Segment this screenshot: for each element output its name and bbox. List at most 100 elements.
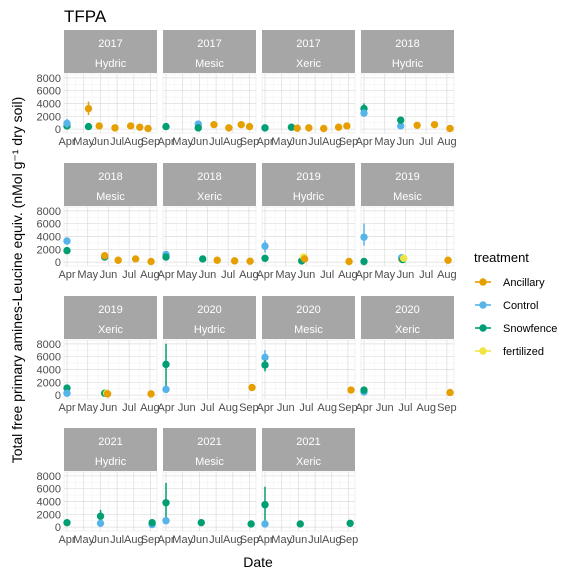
data-point [237,120,245,129]
x-tick-label: Apr [58,534,75,546]
x-tick-label: Jun [290,136,308,148]
y-tick-label: 0 [55,522,61,534]
data-point [162,122,170,131]
strip-site-label: Xeric [98,324,124,336]
data-point [334,123,343,131]
x-tick-label: May [172,136,193,148]
facet-panel: 2018 Hydric Apr May Jun Jul Aug [355,30,457,148]
strip-site-label: Mesic [393,191,422,203]
data-point [84,122,93,131]
x-tick-label: Apr [157,269,174,281]
x-tick-label: Sep [437,402,457,414]
strip-year-label: 2021 [98,436,122,448]
data-point [343,122,351,130]
x-tick-label: Jul [122,269,136,281]
data-point [399,254,408,263]
data-point [397,122,405,130]
x-tick-label: Aug [223,136,243,148]
x-tick-label: Jul [110,534,124,546]
x-tick-label: Apr [157,402,174,414]
x-tick-label: May [77,269,98,281]
data-point [63,518,71,527]
data-point [199,255,207,263]
data-point [210,120,218,129]
y-tick-label: 0 [55,124,61,136]
legend-label: Snowfence [503,323,557,335]
y-tick-label: 4000 [37,232,61,244]
data-point [360,233,368,241]
strip-site-label: Xeric [296,58,322,70]
strip-site-label: Hydric [392,58,424,70]
x-tick-label: Aug [140,402,160,414]
facet-strip [262,296,355,339]
x-tick-label: Sep [339,136,359,148]
data-point [131,255,140,263]
data-point [63,119,71,128]
x-tick-label: Jun [397,269,415,281]
data-point [261,353,269,362]
data-point [320,124,328,133]
data-point [287,123,296,131]
facet-panel: 2019 Mesic Apr May Jun Jul Aug [355,163,457,281]
x-tick-label: Jul [308,136,322,148]
strip-year-label: 2020 [296,304,320,316]
facet-strip [64,428,157,471]
facet-strip [64,296,157,339]
x-tick-label: Aug [437,269,457,281]
facet-strip [163,428,256,471]
data-point [63,246,71,255]
strip-year-label: 2019 [98,304,122,316]
data-point [261,361,269,369]
x-tick-label: Apr [157,136,174,148]
data-point [194,124,202,132]
facet-strip [361,163,454,206]
facet-panel: 2020 Mesic Apr Jun Jul Aug Sep [256,296,358,414]
facet-strip [163,163,256,206]
x-tick-label: Aug [124,136,144,148]
x-tick-label: Jun [100,269,118,281]
x-tick-label: Sep [239,402,259,414]
data-point [345,257,353,266]
legend-key-point [479,324,487,332]
x-tick-label: May [176,269,197,281]
data-point [397,116,405,124]
facet-strip [163,30,256,73]
facet-strip [361,296,454,339]
strip-site-label: Xeric [296,456,322,468]
x-tick-label: May [374,136,395,148]
data-point [103,390,112,398]
facet-strip [64,163,157,206]
x-tick-label: Sep [240,534,260,546]
data-point [300,255,309,263]
strip-site-label: Mesic [294,324,323,336]
x-tick-label: Apr [355,136,372,148]
data-point [147,390,155,398]
data-point [162,360,170,369]
legend-title: treatment [474,250,529,265]
x-tick-label: Jun [191,534,209,546]
x-tick-label: Apr [256,402,273,414]
x-tick-label: Jul [419,269,433,281]
facet-panel: 2018 Xeric Apr May Jun Jul Aug [157,163,259,281]
y-tick-label: 4000 [37,497,61,509]
x-tick-label: Aug [317,402,337,414]
x-axis-title: Date [243,554,273,570]
strip-year-label: 2021 [296,436,320,448]
x-tick-label: Aug [416,402,436,414]
x-tick-label: Jul [398,402,412,414]
data-point [100,252,109,260]
x-tick-label: Sep [240,136,260,148]
x-tick-label: Jul [320,269,334,281]
x-tick-label: Sep [141,534,161,546]
data-point [96,519,105,528]
x-tick-label: Jun [376,402,394,414]
x-tick-label: Aug [140,269,160,281]
data-point [261,501,269,509]
x-tick-label: Aug [239,269,259,281]
data-point [225,124,233,132]
